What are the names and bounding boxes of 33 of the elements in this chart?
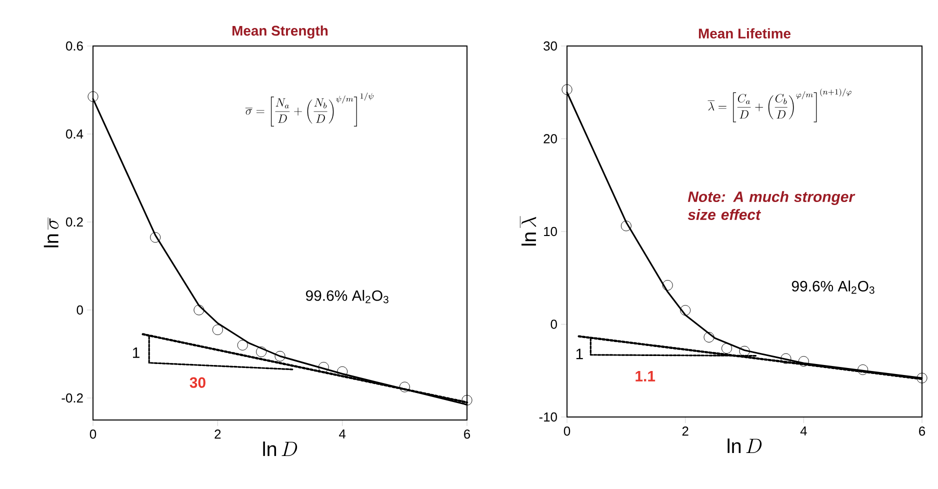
annotation: 99.6% Al$_{2}$O$_{3}$ (306, 290, 388, 304)
y-tick-label: 0 (76, 305, 83, 315)
x-tick-label: 4 (800, 426, 807, 436)
annotation: 1 (576, 348, 583, 360)
y-tick-label: 30 (544, 41, 557, 51)
x-axis-title: $\ln D$ (728, 438, 762, 453)
y-tick-label: 0 (550, 320, 557, 329)
y-tick-label: 0.4 (66, 129, 84, 139)
x-tick-label: 6 (919, 426, 926, 436)
annotation: Note: A much stronger size effect (688, 191, 856, 220)
y-tick-label: 20 (544, 134, 557, 144)
chart-title: Mean Strength (232, 25, 328, 39)
y-tick-label: 10 (544, 226, 557, 236)
x-tick-label: 6 (464, 430, 470, 439)
annotation: 1.1 (636, 371, 656, 382)
y-tick-label: 0.2 (66, 217, 83, 227)
annotation: 30 (190, 377, 206, 388)
y-axis-title: $\ln\overline{\sigma}$ (44, 217, 59, 248)
annotation: $\overline{\sigma} = \left[\frac{N_a}{D}+\left(\frac{N_b}{D}\right)^{\psi/m}\right]^{1/\psi}$ (245, 92, 374, 127)
x-tick-label: 2 (214, 430, 221, 439)
x-tick-label: 0 (90, 430, 96, 439)
chart-title: Mean Lifetime (698, 28, 791, 39)
annotation: $\overline{\lambda} = \left[\frac{C_a}{D}+\left(\frac{C_b}{D}\right)^{\varphi/m}\right]^{(n+1)/\varphi}$ (708, 88, 852, 122)
y-tick-label: -0.2 (62, 393, 83, 403)
y-axis-title: $\ln\overline{\lambda}$ (520, 216, 536, 246)
annotation: 1 (133, 348, 140, 358)
y-tick-label: -10 (539, 412, 557, 422)
y-tick-label: 0.6 (66, 41, 83, 51)
annotation: 99.6% Al$_{2}$O$_{3}$ (792, 280, 874, 294)
x-tick-label: 2 (682, 426, 688, 436)
x-axis-title: $\ln D$ (263, 442, 298, 456)
x-tick-label: 0 (564, 426, 570, 436)
x-tick-label: 4 (339, 430, 346, 438)
